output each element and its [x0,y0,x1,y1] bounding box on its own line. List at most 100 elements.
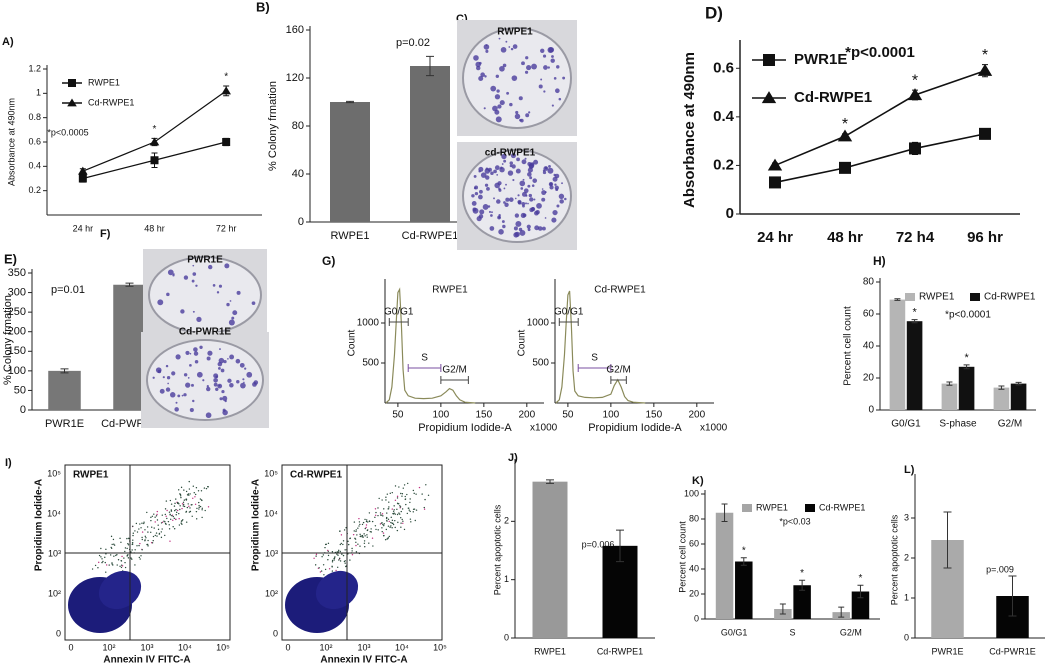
x-tick-label: 10⁵ [433,642,447,652]
event-dot [381,499,383,501]
colony [167,382,169,385]
colony [471,194,475,198]
colony [193,351,199,356]
colony [490,171,494,176]
event-dot [401,518,403,521]
event-dot [404,495,406,498]
marker [150,156,159,165]
colony [547,167,554,174]
event-dot [385,517,388,520]
colony [501,220,505,223]
colony [196,371,203,378]
colony [474,192,479,196]
event-dot [334,556,336,558]
event-dot [340,534,343,536]
event-dot [203,487,206,489]
photo-caption: Cd-PWR1E [179,327,232,338]
event-dot [180,496,182,499]
colony [535,209,540,215]
colony [493,169,497,174]
event-dot [194,493,197,496]
event-dot [146,526,149,528]
event-dot [374,525,377,527]
x-tick-label: RWPE1 [534,646,566,656]
event-dot [164,521,166,523]
event-dot [342,543,344,546]
event-dot [400,526,402,528]
event-dot [183,505,186,508]
event-dot [374,516,376,519]
x-tick-label: G2/M [840,627,862,637]
x-tick-label: 200 [518,410,535,421]
y-tick-label: 0.4 [28,161,41,171]
event-dot [387,508,389,510]
colony [219,397,223,401]
event-dot [98,554,101,557]
error-bar [426,55,434,77]
colony [500,47,507,53]
colony [236,290,241,295]
photo-caption: PWR1E [187,255,223,266]
event-dot [381,527,383,529]
bar [958,366,975,410]
colony [480,172,487,178]
colony [515,220,522,227]
event-dot [358,517,360,520]
colony [208,264,213,270]
event-dot [410,521,412,523]
event-dot [147,539,149,542]
event-dot [385,499,387,501]
event-dot [117,559,120,561]
event-dot [396,497,399,499]
legend-marker [761,91,777,104]
error-bar [721,503,728,522]
gate [388,318,409,326]
event-dot [383,508,385,510]
event-dot [124,566,127,569]
event-dot [400,522,402,524]
colony [487,205,491,208]
series-line [774,133,986,184]
event-dot [143,522,145,525]
event-dot [351,547,353,550]
gate [440,376,469,384]
event-dot [144,540,146,542]
colony [476,216,482,222]
colony [541,197,546,202]
event-dot [389,526,391,528]
y-tick-label: 1 [904,592,909,602]
event-dot [131,549,133,551]
x-tick-label: 24 hr [73,223,94,233]
colony [564,197,567,201]
event-dot [413,508,416,510]
event-dot [145,537,147,539]
colony [177,394,181,398]
x-tick-label: G2/M [998,419,1022,430]
event-dot [394,499,397,502]
event-dot [381,530,383,533]
event-dot [135,522,138,525]
colony [222,395,228,401]
event-dot [183,499,186,501]
event-dot [161,528,163,530]
event-dot [364,546,366,548]
colony [231,316,235,320]
event-dot [141,536,143,539]
bar [735,561,753,619]
event-dot [94,564,97,567]
event-dot [200,490,203,492]
event-dot [377,529,379,531]
event-dot [409,518,412,520]
event-dot [165,515,167,517]
event-dot [331,570,334,572]
colony [552,209,558,216]
event-dot [180,520,183,522]
photo-caption: cd-RWPE1 [485,148,536,159]
event-dot [109,554,112,556]
legend-label: PWR1E [794,51,847,68]
event-dot [151,526,153,528]
colony [542,169,546,172]
event-dot [170,503,173,505]
colony [226,302,230,307]
y-tick-label: 1000 [527,318,550,329]
